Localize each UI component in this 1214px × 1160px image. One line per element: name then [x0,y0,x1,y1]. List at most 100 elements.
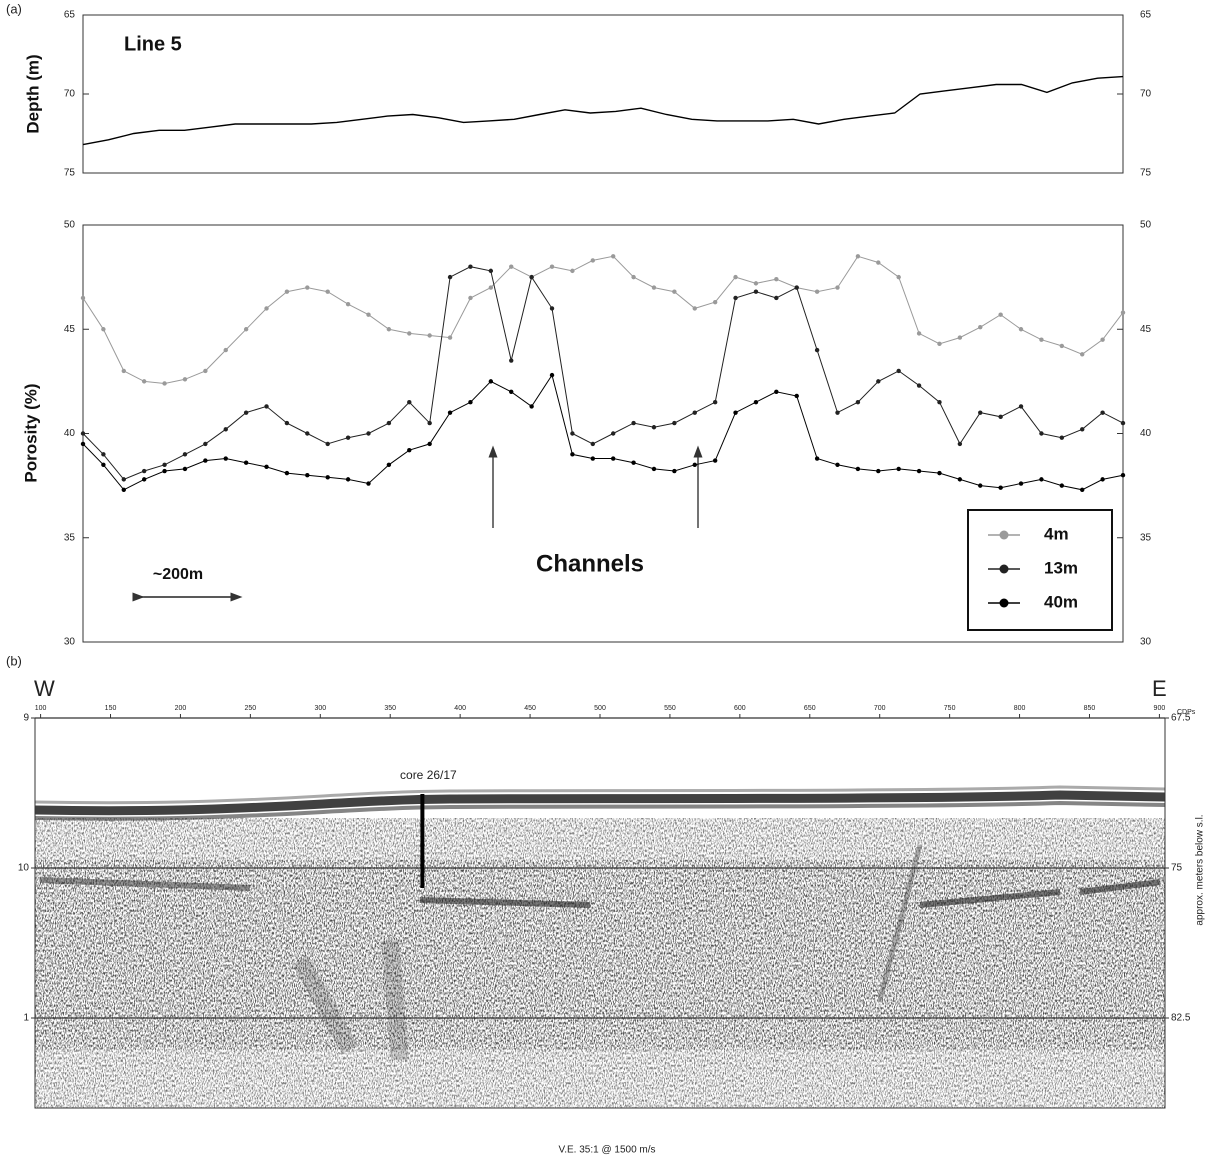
data-point [284,420,290,426]
legend-label: 40m [1044,592,1078,611]
data-point [570,431,575,436]
panel-label: (a) [6,1,22,16]
data-point [753,400,759,405]
data-point [937,470,942,476]
data-point [916,331,922,336]
x-tick-label: 150 [105,705,117,712]
data-point [549,264,555,269]
data-point [162,381,167,386]
x-tick-label: 600 [734,705,746,712]
data-point [325,475,330,480]
data-point [876,379,881,384]
data-point [1080,487,1085,492]
data-point [957,477,963,482]
data-point [814,347,820,353]
panel-label: (b) [6,653,22,668]
data-point [203,441,208,447]
data-point [590,441,596,447]
data-point [407,331,412,336]
legend-marker [999,530,1009,540]
series-line [82,373,1124,491]
data-point [305,285,310,290]
data-point [101,452,106,457]
data-point [712,400,718,405]
data-point [916,468,922,474]
data-point [509,389,514,394]
x-tick-label: 750 [944,705,956,712]
x-tick-label: 850 [1084,705,1096,712]
x-tick-label: 900 [1154,705,1166,712]
data-point [590,456,596,461]
data-point [1080,352,1085,357]
data-point [468,400,473,405]
data-point [1018,404,1024,409]
x-tick-label: 350 [384,705,396,712]
y-axis-label: Depth (m) [23,54,42,133]
data-point [121,487,126,492]
annotation: Channels [536,550,644,577]
data-point [284,470,290,476]
data-point [672,468,677,474]
data-point [488,285,494,290]
data-point [672,289,677,294]
data-point [855,400,861,405]
data-point [203,458,208,463]
data-point [80,431,86,436]
data-point [305,473,310,478]
data-point [1120,310,1126,315]
data-point [651,425,657,430]
data-point [1120,473,1126,478]
data-point [794,285,799,290]
data-point [570,452,575,457]
data-point [855,254,861,259]
data-point [243,410,249,415]
data-point [366,481,371,486]
data-point [509,264,514,269]
data-point [978,324,983,330]
legend-marker [999,564,1009,574]
data-point [264,306,269,311]
y-tick-label: 75 [64,168,76,179]
data-point [529,274,534,280]
data-point [80,295,86,301]
data-point [223,456,228,461]
series-line [82,255,1124,385]
data-point [1120,420,1126,426]
x-tick-label: 800 [1014,705,1026,712]
data-point [774,389,779,394]
plot-frame [82,14,1124,174]
data-point [1100,337,1105,342]
data-point [794,393,799,399]
data-point [1039,337,1044,342]
legend-label: 13m [1044,558,1078,577]
data-point [753,281,759,286]
data-point [814,456,820,461]
y-tick-label: 35 [64,532,76,543]
data-point [447,410,453,415]
data-point [407,400,412,405]
data-point [1100,477,1105,482]
data-point [141,477,147,482]
data-point [121,368,126,374]
data-point [162,468,167,474]
data-point [141,379,147,384]
y2-tick-label: 82.5 [1171,1013,1191,1024]
data-point [998,485,1003,490]
data-point [468,295,473,301]
data-point [631,460,636,465]
data-point [182,377,188,382]
data-point [692,462,697,467]
data-point [876,468,881,474]
data-point [651,285,657,290]
data-point [366,312,371,317]
data-point [712,299,718,305]
data-point [488,379,494,384]
data-point [835,462,840,467]
data-point [264,464,269,470]
y-tick-label: 65 [1140,10,1152,21]
data-point [1018,481,1024,486]
data-point [101,462,106,467]
data-point [896,274,901,280]
data-point [590,258,596,263]
data-point [203,368,208,374]
